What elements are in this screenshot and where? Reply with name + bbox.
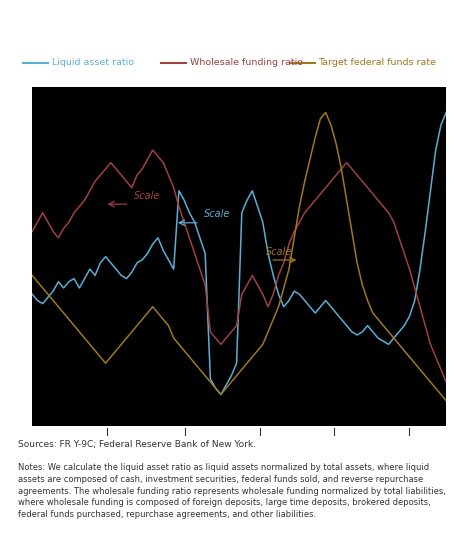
Text: Wholesale funding ratio: Wholesale funding ratio [189, 58, 302, 67]
Text: Liquid asset ratio: Liquid asset ratio [51, 58, 133, 67]
Text: Sources: FR Y-9C; Federal Reserve Bank of New York.: Sources: FR Y-9C; Federal Reserve Bank o… [18, 440, 256, 448]
Text: Notes: We calculate the liquid asset ratio as liquid assets normalized by total : Notes: We calculate the liquid asset rat… [18, 463, 445, 519]
Text: Scale: Scale [133, 191, 160, 201]
Text: Scale: Scale [265, 247, 292, 257]
Text: Scale: Scale [204, 209, 230, 219]
Text: Target federal funds rate: Target federal funds rate [318, 58, 436, 67]
